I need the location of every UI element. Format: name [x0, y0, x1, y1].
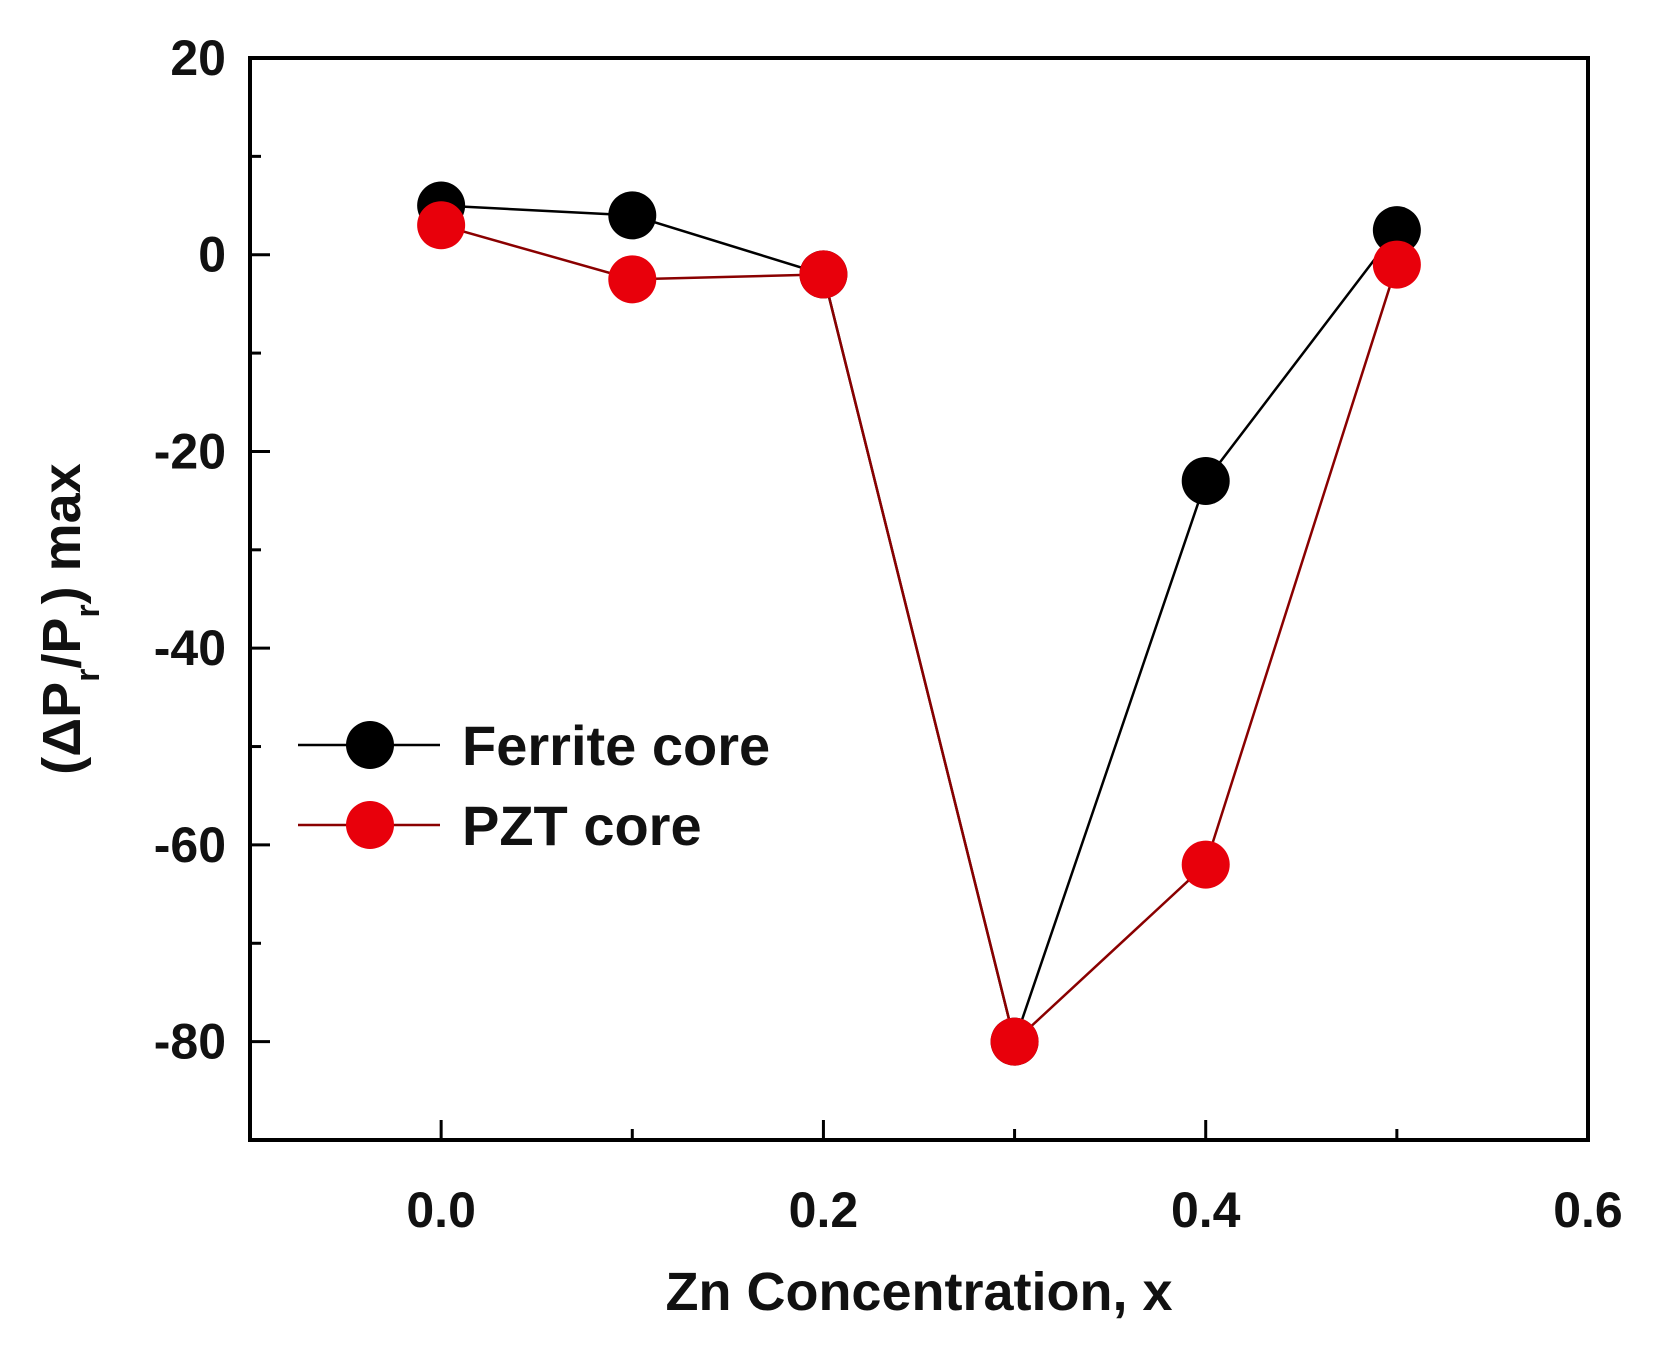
series-line	[441, 204, 1398, 1047]
data-point	[608, 255, 657, 304]
data-point	[1181, 840, 1230, 889]
y-axis-title-suffix: ) max	[32, 463, 92, 604]
y-tick-label: -20	[154, 423, 226, 479]
x-tick-label: 0.0	[406, 1182, 476, 1238]
y-tick-label: -60	[154, 817, 226, 873]
x-tick-labels: 0.0 0.2 0.4 0.6	[406, 1182, 1622, 1238]
data-point	[799, 250, 848, 299]
series-line	[440, 224, 1399, 1044]
legend-label-ferrite: Ferrite core	[462, 714, 770, 777]
legend-marker-pzt	[346, 801, 394, 849]
y-axis-title-mid: /P	[32, 618, 92, 669]
data-point	[1372, 240, 1421, 289]
legend-marker-ferrite	[346, 721, 394, 769]
y-tick-label: 20	[170, 30, 226, 86]
y-tick-label: -80	[154, 1014, 226, 1070]
y-axis-title: (ΔPr/Pr) max	[32, 463, 107, 774]
axis-ticks	[248, 56, 1590, 1142]
x-tick-label: 0.2	[789, 1182, 859, 1238]
x-axis-title: Zn Concentration, x	[665, 1262, 1172, 1322]
data-point	[1372, 206, 1421, 255]
data-point	[417, 201, 466, 250]
y-tick-labels: 20 0 -20 -40 -60 -80	[154, 30, 226, 1070]
plot-area	[248, 56, 1590, 1142]
plot-frame	[248, 56, 1590, 1142]
legend-label-pzt: PZT core	[462, 794, 702, 857]
y-axis-title-sub1: r	[69, 669, 107, 682]
y-tick-label: 0	[198, 227, 226, 283]
series-ferrite	[417, 181, 1421, 1066]
data-point	[1181, 456, 1230, 505]
series-layer	[417, 181, 1421, 1066]
data-point	[990, 1017, 1039, 1066]
y-tick-label: -40	[154, 620, 226, 676]
y-axis-title-prefix: (ΔP	[32, 682, 92, 775]
series-pzt	[417, 201, 1421, 1066]
legend-item-pzt: PZT core	[298, 794, 702, 857]
y-axis-title-sub2: r	[69, 604, 107, 617]
legend-item-ferrite: Ferrite core	[298, 714, 770, 777]
data-point	[608, 191, 657, 240]
x-tick-label: 0.4	[1171, 1182, 1241, 1238]
legend: Ferrite core PZT core	[298, 714, 770, 857]
x-tick-label: 0.6	[1553, 1182, 1623, 1238]
